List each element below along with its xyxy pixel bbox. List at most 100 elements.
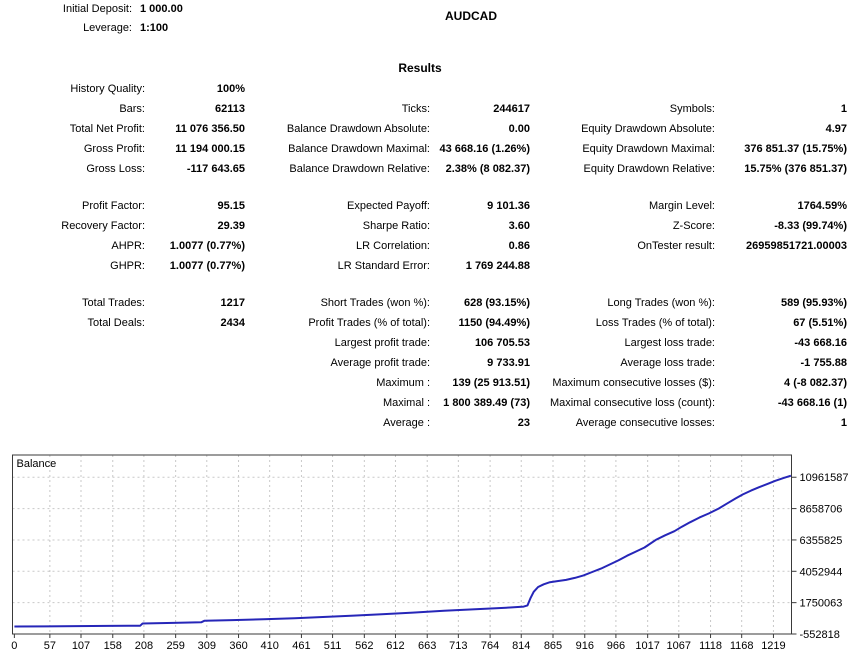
stat-label: Symbols:	[669, 103, 715, 115]
stat-label: Largest profit trade:	[334, 337, 430, 349]
stat-value: 23	[517, 417, 530, 429]
y-tick-label: 6355825	[800, 535, 843, 547]
stat-label: Ticks:	[401, 103, 430, 115]
stat-value: 4 (-8 082.37)	[784, 377, 847, 389]
stat-value: 139 (25 913.51)	[452, 377, 530, 389]
stat-value: 376 851.37 (15.75%)	[744, 143, 847, 155]
stat-value: 2434	[220, 317, 245, 329]
y-tick-label: 10961587	[800, 472, 849, 484]
stat-label: Total Net Profit:	[69, 123, 145, 135]
stat-label: History Quality:	[70, 83, 145, 95]
stat-value: 2.38% (8 082.37)	[445, 163, 530, 175]
stat-label: Recovery Factor:	[61, 220, 145, 232]
stat-label: Gross Loss:	[86, 163, 145, 175]
x-tick-label: 309	[198, 640, 216, 652]
x-tick-label: 57	[44, 640, 56, 652]
x-tick-label: 1219	[761, 640, 785, 652]
x-tick-label: 158	[104, 640, 122, 652]
stat-label: Gross Profit:	[83, 143, 145, 155]
initial-deposit-value: 1 000.00	[140, 3, 183, 15]
x-tick-label: 107	[72, 640, 90, 652]
stat-label: Margin Level:	[648, 200, 715, 212]
stat-value: 9 733.91	[487, 357, 530, 369]
stat-value: 0.86	[508, 240, 530, 252]
stat-value: 11 194 000.15	[175, 143, 245, 155]
x-tick-label: 0	[11, 640, 17, 652]
x-tick-label: 663	[418, 640, 436, 652]
stat-label: Expected Payoff:	[347, 200, 430, 212]
stat-label: Average :	[383, 417, 430, 429]
x-tick-label: 713	[449, 640, 467, 652]
stat-label: Short Trades (won %):	[320, 297, 430, 309]
stat-value: 4.97	[825, 123, 847, 135]
stat-label: Profit Trades (% of total):	[308, 317, 430, 329]
x-tick-label: 1067	[667, 640, 691, 652]
stat-value: 244617	[493, 103, 530, 115]
plot-border	[12, 454, 792, 635]
stat-label: GHPR:	[110, 260, 145, 272]
x-tick-label: 764	[481, 640, 499, 652]
stat-value: -117 643.65	[186, 163, 245, 175]
stat-label: Loss Trades (% of total):	[595, 317, 715, 329]
stat-label: OnTester result:	[637, 240, 715, 252]
stat-label: Average loss trade:	[620, 357, 715, 369]
stat-value: 43 668.16 (1.26%)	[439, 143, 530, 155]
chart-series-title: Balance	[17, 458, 57, 470]
stat-value: 15.75% (376 851.37)	[744, 163, 847, 175]
stat-label: Balance Drawdown Absolute:	[286, 123, 430, 135]
stat-value: 1.0077 (0.77%)	[169, 260, 245, 272]
stat-value: 1217	[220, 297, 245, 309]
x-tick-label: 410	[260, 640, 278, 652]
stat-value: 9 101.36	[487, 200, 530, 212]
stat-value: 1150 (94.49%)	[458, 317, 530, 329]
leverage-label: Leverage:	[83, 22, 132, 34]
stat-label: Largest loss trade:	[624, 337, 716, 349]
stat-label: Average profit trade:	[330, 357, 430, 369]
x-tick-label: 966	[607, 640, 625, 652]
stat-label: Long Trades (won %):	[607, 297, 715, 309]
stat-value: 29.39	[217, 220, 245, 232]
stat-value: 0.00	[508, 123, 530, 135]
stat-value: 26959851721.00003	[746, 240, 847, 252]
stat-value: 62113	[215, 103, 245, 115]
stat-label: Equity Drawdown Maximal:	[582, 143, 715, 155]
y-tick-label: 8658706	[800, 504, 843, 516]
initial-deposit-label: Initial Deposit:	[62, 3, 132, 15]
stat-label: Total Trades:	[82, 297, 145, 309]
stat-value: 1	[840, 103, 847, 115]
stat-label: AHPR:	[111, 240, 145, 252]
y-tick-label: 4052944	[800, 566, 843, 578]
stat-value: 1.0077 (0.77%)	[169, 240, 245, 252]
stat-label: Maximal consecutive loss (count):	[549, 397, 715, 409]
x-tick-label: 1017	[635, 640, 659, 652]
stat-label: Profit Factor:	[82, 200, 145, 212]
x-tick-label: 612	[386, 640, 404, 652]
stat-value: 1 769 244.88	[465, 260, 530, 272]
stat-label: Maximal :	[382, 397, 430, 409]
stat-label: Maximum :	[376, 377, 430, 389]
stat-value: 95.15	[217, 200, 245, 212]
stat-value: 100%	[216, 83, 245, 95]
stat-label: Equity Drawdown Absolute:	[581, 123, 715, 135]
stat-value: 1764.59%	[797, 200, 847, 212]
symbol-title: AUDCAD	[445, 9, 497, 23]
stat-value: 1	[840, 417, 847, 429]
stat-label: LR Correlation:	[356, 240, 430, 252]
stat-label: Average consecutive losses:	[575, 417, 715, 429]
x-tick-label: 511	[324, 640, 342, 652]
x-tick-label: 360	[229, 640, 247, 652]
stat-label: Equity Drawdown Relative:	[583, 163, 715, 175]
x-tick-label: 208	[135, 640, 153, 652]
x-tick-label: 814	[512, 640, 530, 652]
stat-value: 3.60	[508, 220, 530, 232]
stat-value: -43 668.16	[794, 337, 847, 349]
x-tick-label: 916	[576, 640, 594, 652]
x-tick-label: 1118	[699, 640, 722, 652]
stat-value: -43 668.16 (1)	[777, 397, 847, 409]
stat-label: Maximum consecutive losses ($):	[552, 377, 715, 389]
x-tick-label: 865	[544, 640, 562, 652]
stat-value: -8.33 (99.74%)	[774, 220, 847, 232]
stat-value: 106 705.53	[474, 337, 530, 349]
balance-line	[14, 474, 792, 628]
